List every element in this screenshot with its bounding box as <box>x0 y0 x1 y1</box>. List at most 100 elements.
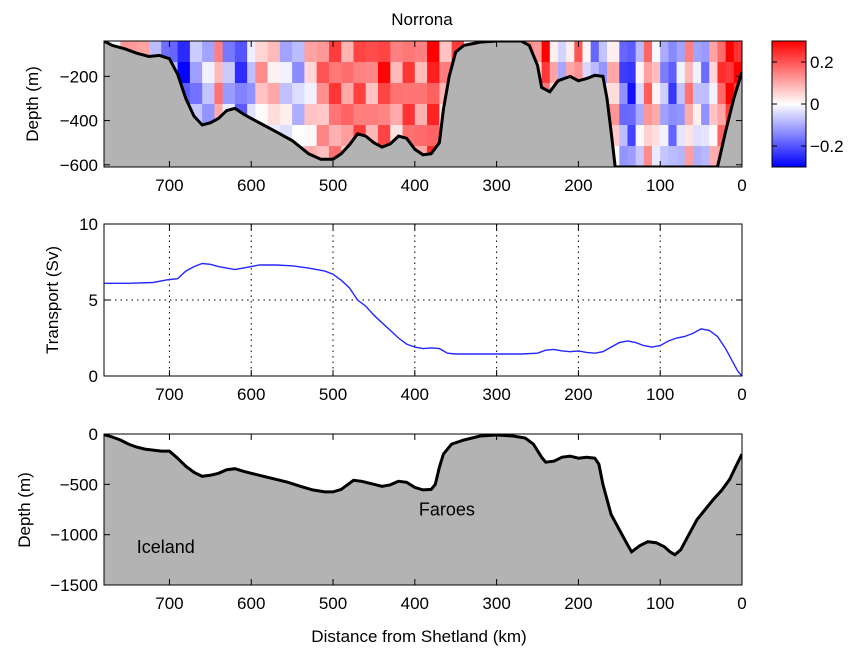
heatmap-cell <box>365 83 379 105</box>
heatmap-cell <box>619 125 628 147</box>
heatmap-axes: 700 600 500 400 300 200 100 0 −200 −400 −600 <box>60 40 747 195</box>
heatmap-cell <box>169 41 179 63</box>
seafloor-outline <box>104 41 742 167</box>
heatmap-cell <box>214 62 224 84</box>
heatmap-cell <box>292 83 305 105</box>
heatmap-cell <box>541 62 551 84</box>
heatmap-cell <box>684 41 694 63</box>
heatmap-cell <box>341 41 354 63</box>
heatmap-cell <box>328 83 342 105</box>
heatmap-cell <box>627 146 637 167</box>
heatmap-cell <box>619 62 628 84</box>
heatmap-cell <box>660 41 669 63</box>
heatmap-cell <box>619 83 628 105</box>
heatmap-cell <box>292 104 305 126</box>
heatmap-cell <box>427 125 440 147</box>
heatmap-cell <box>328 62 342 84</box>
heatmap-cell <box>574 62 583 84</box>
transport-axes: 700 600 500 400 300 200 100 0 0 5 10 <box>79 215 747 404</box>
heatmap-cell <box>378 41 391 63</box>
heatmap-cell <box>607 62 620 84</box>
x-tick-label: 500 <box>319 385 347 404</box>
x-tick-label: 400 <box>401 594 429 613</box>
heatmap-cell <box>635 146 645 167</box>
heatmap-cell <box>328 41 342 63</box>
heatmap-cell <box>701 125 710 147</box>
heatmap-cell <box>279 104 293 126</box>
heatmap-cell <box>414 104 428 126</box>
heatmap-cell <box>402 62 416 84</box>
bathymetry-outline <box>104 434 742 557</box>
heatmap-cell <box>189 41 203 63</box>
heatmap-cell <box>214 41 224 63</box>
heatmap-cell <box>598 62 608 84</box>
heatmap-cell <box>635 83 645 105</box>
heatmap-cell <box>701 146 710 167</box>
heatmap-cell <box>635 62 645 84</box>
x-tick-label: 600 <box>237 176 265 195</box>
heatmap-cell <box>557 62 567 84</box>
heatmap-cell <box>627 41 637 63</box>
heatmap-cell <box>709 83 718 105</box>
x-tick-label: 0 <box>737 385 746 404</box>
heatmap-cell <box>627 125 637 147</box>
heatmap-cell <box>316 62 330 84</box>
heatmap-cell <box>668 125 678 147</box>
heatmap-cell <box>177 41 191 63</box>
heatmap-cell <box>304 41 318 63</box>
transport-panel: 700 600 500 400 300 200 100 0 0 5 10 Transport (Sv… <box>43 215 747 404</box>
heatmap-cell <box>541 41 551 63</box>
heatmap-cell <box>177 62 191 84</box>
heatmap-cell <box>202 104 215 126</box>
heatmap-cell <box>316 41 330 63</box>
x-tick-label: 200 <box>564 385 592 404</box>
heatmap-cell <box>189 62 203 84</box>
heatmap-cell <box>660 146 669 167</box>
heatmap-cell <box>607 83 620 105</box>
heatmap-cell <box>234 83 248 105</box>
heatmap-cell <box>660 104 669 126</box>
heatmap-cell <box>202 83 215 105</box>
y-tick-label: 10 <box>79 215 98 234</box>
heatmap-cell <box>304 125 318 147</box>
heatmap-cell <box>574 41 583 63</box>
annotation-iceland: Iceland <box>137 537 195 557</box>
heatmap-cell <box>590 41 600 63</box>
heatmap-cell <box>582 62 592 84</box>
heatmap-cell <box>684 83 694 105</box>
heatmap-cell <box>692 62 702 84</box>
heatmap-cell <box>341 83 354 105</box>
heatmap-cell <box>701 104 710 126</box>
heatmap-cell <box>427 41 440 63</box>
seafloor-area <box>104 41 742 167</box>
heatmap-cell <box>316 104 330 126</box>
heatmap-cell <box>627 104 637 126</box>
heatmap-cell <box>590 62 600 84</box>
heatmap-cell <box>365 104 379 126</box>
heatmap-cell <box>566 62 575 84</box>
x-tick-label: 0 <box>737 176 746 195</box>
heatmap-cell <box>279 62 293 84</box>
x-tick-label: 300 <box>482 385 510 404</box>
heatmap-cell <box>643 62 653 84</box>
heatmap-cell <box>390 104 404 126</box>
heatmap-cell <box>717 41 727 63</box>
heatmap-cell <box>668 62 678 84</box>
heatmap-cell <box>255 83 269 105</box>
heatmap-cell <box>279 83 293 105</box>
heatmap-cell <box>692 125 702 147</box>
heatmap-cell <box>684 146 694 167</box>
heatmap-cell <box>189 83 203 105</box>
axes-frame <box>103 433 743 586</box>
heatmap-cell <box>709 104 718 126</box>
heatmap-cell <box>717 104 727 126</box>
heatmap-cell <box>390 41 404 63</box>
heatmap-cell <box>267 41 281 63</box>
heatmap-cell <box>676 125 686 147</box>
heatmap-cell <box>557 41 567 63</box>
heatmap-cell <box>365 62 379 84</box>
transport-series-line <box>104 262 743 377</box>
heatmap-cell <box>549 62 559 84</box>
annotation-faroes: Faroes <box>419 500 475 520</box>
colorbar-gradient <box>771 40 807 168</box>
